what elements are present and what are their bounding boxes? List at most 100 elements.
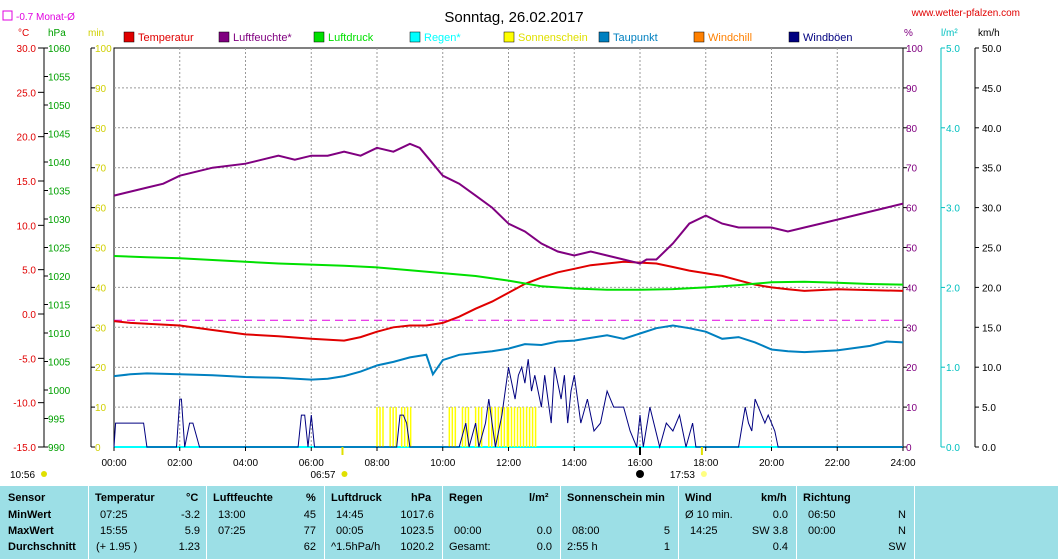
wind-max-time: 14:25: [690, 525, 718, 537]
min-tick-label: 60: [95, 204, 107, 215]
rain-max-time: 00:00: [454, 525, 482, 537]
wind-tick-label: 40.0: [982, 124, 1002, 135]
hum-head: Luftfeuchte: [213, 492, 273, 504]
pct-unit-label: %: [904, 28, 913, 39]
temp-max-time: 15:55: [100, 525, 128, 537]
wind-min-val: 0.0: [772, 509, 788, 521]
temp-unit: °C: [186, 492, 199, 504]
legend-swatch: [788, 31, 800, 43]
rain-tick-label: 2.0: [946, 283, 960, 294]
sun-max-val: 5: [663, 525, 670, 537]
press-tick-label: 1040: [48, 158, 71, 169]
min-tick-label: 10: [95, 403, 107, 414]
min-tick-label: 40: [95, 283, 107, 294]
wind-max-val: SW 3.8: [751, 525, 788, 537]
temp-min-time: 07:25: [100, 509, 128, 521]
rain-tick-label: 1.0: [946, 363, 960, 374]
chart-plot: [113, 142, 904, 449]
rain-tick-label: 0.0: [946, 443, 960, 454]
chart-legend: Temperatur Luftfeuchte* Luftdruck Regen* Son…: [123, 31, 853, 44]
wind-tick-label: 20.0: [982, 283, 1002, 294]
press-tick-label: 1000: [48, 386, 71, 397]
pct-tick-label: 60: [906, 204, 918, 215]
temp-max-val: 5.9: [184, 525, 200, 537]
wind-tick-label: 35.0: [982, 164, 1002, 175]
hum-avg-val: 62: [303, 541, 316, 553]
min-tick-label: 0: [95, 443, 101, 454]
sun-total: 2:55 h: [567, 541, 598, 553]
time-tick-label: 04:00: [233, 458, 258, 469]
time-tick-label: 20:00: [759, 458, 784, 469]
temp-tick-label: 25.0: [17, 88, 37, 99]
monthly-avg-icon: [2, 10, 13, 21]
press-unit-label: hPa: [48, 28, 66, 39]
sun-head: Sonnenschein min: [567, 492, 665, 504]
press-tick-label: 1010: [48, 329, 71, 340]
temp-tick-label: 30.0: [17, 44, 37, 55]
sunrise-icon: [341, 471, 348, 477]
sun-avg-val: 1: [663, 541, 670, 553]
legend-swatch: [409, 31, 421, 43]
min-tick-label: 20: [95, 363, 107, 374]
sunrise-label: 06:57: [310, 470, 335, 481]
dir-min-time: 06:50: [808, 509, 836, 521]
wind-tick-label: 30.0: [982, 204, 1002, 215]
wind-tick-label: 25.0: [982, 244, 1002, 255]
legend-label: Temperatur: [138, 32, 194, 44]
min-tick-label: 30: [95, 323, 107, 334]
press-min-val: 1017.6: [400, 509, 434, 521]
time-tick-label: 24:00: [890, 458, 915, 469]
press-tick-label: 1015: [48, 301, 71, 312]
time-tick-label: 18:00: [693, 458, 718, 469]
rain-tick-label: 5.0: [946, 44, 960, 55]
rain-total-label: Gesamt:: [449, 541, 491, 553]
rain-max-val: 0.0: [536, 525, 552, 537]
press-tick-label: 1060: [48, 44, 71, 55]
press-tick-label: 1035: [48, 187, 71, 198]
temp-tick-label: -5.0: [19, 354, 37, 365]
sensor-head: Sensor: [8, 492, 46, 504]
dir-min-val: N: [898, 509, 906, 521]
press-min-time: 14:45: [336, 509, 364, 521]
rain-unit-label: l/m²: [941, 28, 958, 39]
temp-unit-label: °C: [18, 28, 29, 39]
daylength-icon: [41, 471, 47, 477]
press-tick-label: 1020: [48, 272, 71, 283]
wind-tick-label: 10.0: [982, 363, 1002, 374]
wind-unit-label: km/h: [978, 28, 1000, 39]
press-max-time: 00:05: [336, 525, 364, 537]
daylength-label: 10:56: [10, 470, 35, 481]
dir-max-time: 00:00: [808, 525, 836, 537]
press-tick-label: 1045: [48, 130, 71, 141]
dir-head: Richtung: [803, 492, 851, 504]
press-tick-label: 995: [48, 415, 65, 426]
press-tick-label: 1030: [48, 215, 71, 226]
monthly-avg-label: -0.7 Monat-Ø: [16, 12, 75, 23]
temp-avg-val: 1.23: [178, 541, 200, 553]
time-tick-label: 12:00: [496, 458, 521, 469]
press-tick-label: 1050: [48, 101, 71, 112]
temp-tick-label: -10.0: [13, 399, 36, 410]
temp-tick-label: -15.0: [13, 443, 36, 454]
min-tick-label: 50: [95, 244, 107, 255]
press-tick-label: 990: [48, 443, 65, 454]
legend-swatch: [693, 31, 705, 43]
hum-unit: %: [306, 492, 316, 504]
pct-tick-label: 10: [906, 403, 918, 414]
temp-tick-label: 10.0: [17, 221, 37, 232]
series-temperatur: [113, 260, 904, 342]
temp-tick-label: 20.0: [17, 133, 37, 144]
pct-tick-label: 90: [906, 84, 918, 95]
sensor-row-avg: Durchschnitt: [8, 541, 76, 553]
series-windb-en: [113, 359, 903, 449]
rain-tick-label: 3.0: [946, 204, 960, 215]
site-url: www.wetter-pfalzen.com: [911, 8, 1020, 19]
press-tick-label: 1055: [48, 73, 71, 84]
legend-swatch: [218, 31, 230, 43]
chart-title: Sonntag, 26.02.2017: [444, 9, 583, 26]
time-tick-label: 10:00: [430, 458, 455, 469]
chart-axes: °C hPa min% l/m² km/h 30.0 25.0 20.0 15.0 10.0 5.0…: [10, 28, 1002, 481]
legend-label: Windchill: [708, 32, 752, 44]
min-tick-label: 70: [95, 164, 107, 175]
legend-label: Sonnenschein: [518, 32, 588, 44]
